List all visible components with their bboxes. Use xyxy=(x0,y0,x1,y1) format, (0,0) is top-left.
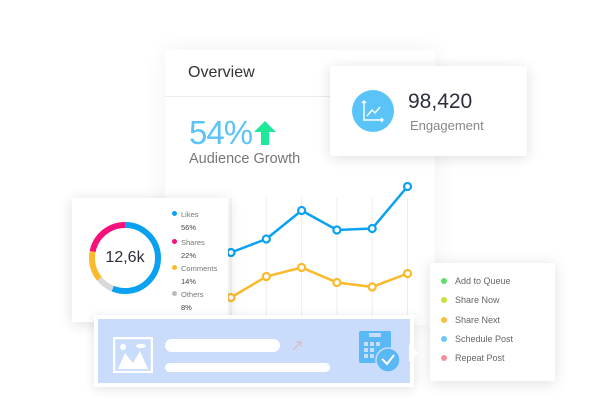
dot-icon xyxy=(441,355,447,361)
donut-slice-shares xyxy=(89,222,161,294)
growth-label: Audience Growth xyxy=(189,151,301,167)
legend-others: Others 8% xyxy=(172,290,204,312)
menu-label: Schedule Post xyxy=(455,334,514,344)
menu-label: Add to Queue xyxy=(455,276,511,286)
legend-label: Likes xyxy=(181,210,199,219)
legend-percent: 22% xyxy=(181,251,197,260)
legend-label: Others xyxy=(181,290,204,299)
text-placeholder xyxy=(165,363,330,372)
trend-chart-icon xyxy=(352,90,394,132)
legend-comments: Comments 14% xyxy=(172,264,217,286)
menu-label: Repeat Post xyxy=(455,353,505,363)
data-point xyxy=(332,225,342,235)
legend-shares: Shares 22% xyxy=(172,238,205,260)
data-point xyxy=(297,262,307,273)
data-point xyxy=(261,271,271,282)
data-point xyxy=(402,268,413,279)
dot-icon xyxy=(441,317,447,323)
dot-icon xyxy=(441,297,447,303)
menu-item-share-now[interactable]: Share Now xyxy=(441,295,500,305)
text-placeholder xyxy=(165,339,280,352)
donut-total: 12,6k xyxy=(105,249,145,266)
series-line-1 xyxy=(230,185,409,254)
dot-icon xyxy=(172,211,177,216)
menu-item-share-next[interactable]: Share Next xyxy=(441,315,500,325)
menu-item-schedule-post[interactable]: Schedule Post xyxy=(441,334,513,344)
data-point xyxy=(332,277,342,288)
dot-icon xyxy=(441,278,447,284)
cursor-arrow-icon xyxy=(292,341,302,351)
data-point xyxy=(226,292,236,303)
popover-pointer xyxy=(409,344,418,362)
arrow-up-icon xyxy=(254,121,276,145)
divider xyxy=(165,96,435,97)
legend-percent: 8% xyxy=(181,303,192,312)
dot-icon xyxy=(441,336,447,342)
legend-percent: 56% xyxy=(181,223,197,232)
data-point xyxy=(367,282,377,292)
legend-percent: 14% xyxy=(181,277,197,286)
dot-icon xyxy=(172,239,177,244)
engagement-card: 98,420 Engagement xyxy=(330,66,527,156)
menu-item-repeat-post[interactable]: Repeat Post xyxy=(441,353,505,363)
engagement-label: Engagement xyxy=(410,118,484,133)
data-point xyxy=(297,205,307,216)
growth-value: 54% xyxy=(189,114,253,151)
data-point xyxy=(261,234,271,244)
menu-item-add-to-queue[interactable]: Add to Queue xyxy=(441,276,511,286)
dot-icon xyxy=(172,291,177,296)
share-menu: Add to Queue Share Now Share Next Schedu… xyxy=(430,263,555,381)
legend-likes: Likes 56% xyxy=(172,210,199,232)
data-point xyxy=(226,247,236,258)
legend-label: Comments xyxy=(181,264,218,273)
data-point xyxy=(367,223,377,234)
menu-label: Share Now xyxy=(455,295,500,305)
donut-slice-comments xyxy=(89,222,161,294)
engagement-value: 98,420 xyxy=(408,90,473,113)
series-line-2 xyxy=(230,266,408,299)
post-card[interactable] xyxy=(94,315,414,387)
dot-icon xyxy=(172,265,177,270)
donut-chart xyxy=(89,222,161,294)
donut-card: 12,6k Likes 56% Shares 22% Comments 14% Oth… xyxy=(72,198,228,322)
legend-label: Shares xyxy=(181,238,205,247)
image-icon xyxy=(113,337,153,373)
overview-title: Overview xyxy=(188,64,255,81)
data-point xyxy=(402,181,413,192)
calendar-clock-icon[interactable] xyxy=(358,327,404,373)
menu-label: Share Next xyxy=(455,315,501,325)
